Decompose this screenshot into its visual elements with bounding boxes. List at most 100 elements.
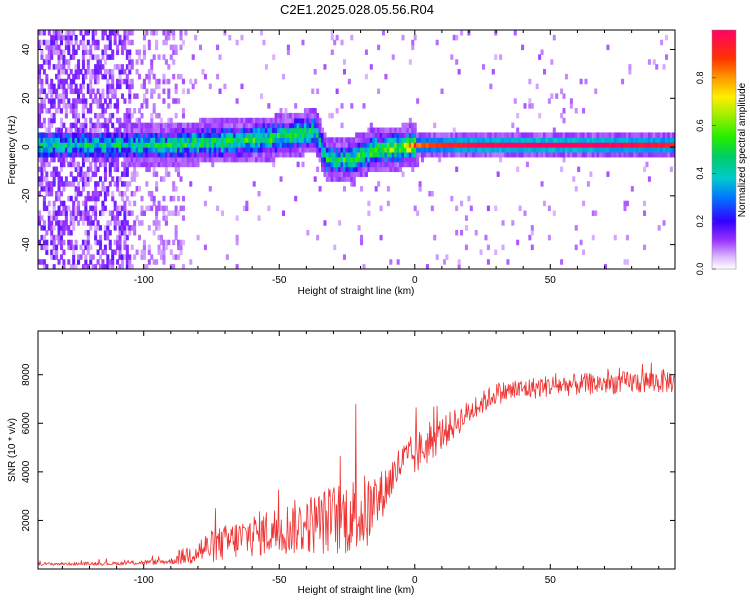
spectrogram-cell [147,166,151,173]
spectrogram-cell [220,122,225,129]
spectrogram-cell [116,186,120,192]
spectrogram-cell [486,142,490,148]
spectrogram-cell [147,156,151,163]
spectrogram-cell [652,147,656,153]
spectrogram-cell [381,132,386,138]
spectrogram-cell [245,132,249,138]
spectrogram-cell [367,166,371,173]
spectrogram-cell [77,132,81,138]
spectrogram-cell [140,132,144,138]
snr-x-tick-label: -100 [134,575,154,586]
spectrogram-cell [150,147,154,153]
spectrogram-cell [84,30,88,36]
spectrogram-cell [389,259,393,265]
spectrogram-cell [142,161,146,168]
spectrogram-cell [272,132,276,138]
spectrogram-cell [155,205,159,212]
spectrogram-cell [164,156,168,163]
spectrogram-cell [633,142,637,148]
spectrogram-cell [391,147,395,153]
spectrogram-cell [550,137,554,143]
spectrogram-cell [103,151,107,158]
spectrogram-cell [242,151,246,158]
spectrogram-cell [472,151,476,158]
spectrogram-cell [433,147,437,153]
spectrogram-cell [633,132,637,138]
spectrogram-cell [98,142,103,148]
spectrogram-cell [91,142,95,148]
spectrogram-cell [108,137,112,143]
spectrogram-cell [201,127,205,134]
spectrogram-cell [120,93,124,99]
spectrogram-cell [262,142,266,148]
spectrogram-cell [194,132,198,138]
spectrogram-cell [220,117,225,124]
spectrogram-cell [98,264,103,269]
spectrogram-cell [74,34,78,41]
spectrogram-cell [91,39,95,46]
spectrogram-y-tick-label: 20 [21,92,32,104]
spectrogram-cell [96,225,100,231]
spectrogram-cell [181,215,185,221]
spectrogram-cell [401,127,405,134]
spectrogram-cell [74,98,78,104]
spectrogram-cell [338,137,342,143]
spectrogram-cell [69,181,73,187]
spectrogram-cell [67,161,71,168]
spectrogram-cell [152,156,156,163]
spectrogram-cell [591,210,595,216]
spectrogram-cell [425,142,429,148]
spectrogram-cell [342,59,346,65]
spectrogram-cell [333,166,337,173]
spectrogram-cell [81,171,85,177]
spectrogram-cell [142,54,146,60]
spectrogram-cell [308,147,312,153]
spectrogram-cell [94,205,98,212]
spectrogram-cell [123,127,127,134]
spectrogram-cell [306,112,310,119]
spectrogram-cell [216,205,220,212]
spectrogram-cell [81,39,85,46]
spectrogram-cell [123,78,127,85]
spectrogram-cell [177,166,181,173]
spectrogram-cell [74,151,78,158]
spectrogram-cell [138,122,142,129]
spectrogram-cell [260,122,264,129]
spectrogram-cell [69,137,73,143]
spectrogram-cell [140,59,144,65]
spectrogram-cell [267,156,271,163]
spectrogram-cell [45,161,49,168]
spectrogram-cell [242,147,246,153]
spectrogram-cell [145,147,149,153]
spectrogram-cell [428,142,432,148]
spectrogram-cell [599,137,603,143]
spectrogram-cell [67,205,71,212]
spectrogram-cell [223,151,227,158]
spectrogram-cell [152,30,156,36]
spectrogram-cell [98,156,103,163]
spectrogram-cell [50,83,54,90]
spectrogram-cell [164,161,168,168]
spectrogram-cell [274,117,278,124]
spectrogram-cell [589,132,593,138]
spectrogram-cell [352,151,356,158]
spectrogram-cell [396,151,400,158]
spectrogram-cell [479,137,483,143]
spectrogram-cell [596,132,600,138]
spectrogram-cell [255,142,259,148]
spectrogram-cell [447,147,451,153]
spectrogram-cell [191,83,195,90]
spectrogram-cell [147,147,151,153]
spectrogram-x-tick-label: 50 [545,275,557,286]
spectrogram-cell [538,142,542,148]
spectrogram-cell [542,142,547,148]
spectrogram-cell [384,166,388,173]
spectrogram-cell [257,122,261,129]
spectrogram-cell [123,34,127,41]
spectrogram-cell [94,98,98,104]
spectrogram-cell [142,156,146,163]
spectrogram-cell [164,132,168,138]
spectrogram-cell [174,225,178,231]
spectrogram-cell [396,137,400,143]
spectrogram-cell [98,98,103,104]
